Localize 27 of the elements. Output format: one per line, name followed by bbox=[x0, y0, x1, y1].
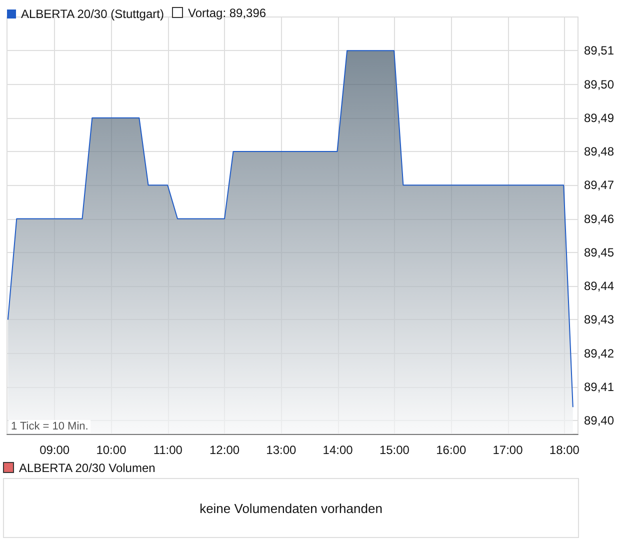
y-tick-label: 89,40 bbox=[584, 414, 614, 428]
y-tick-label: 89,51 bbox=[584, 44, 614, 58]
x-tick-label: 12:00 bbox=[210, 443, 240, 457]
y-tick-label: 89,42 bbox=[584, 346, 614, 360]
y-tick-label: 89,45 bbox=[584, 245, 614, 260]
x-tick-label: 17:00 bbox=[492, 443, 524, 457]
y-tick-label: 89,49 bbox=[584, 110, 614, 125]
y-tick-label: 89,46 bbox=[584, 212, 614, 226]
x-tick-label: 18:00 bbox=[549, 443, 580, 457]
y-tick-label: 89,47 bbox=[584, 178, 614, 192]
x-tick-label: 16:00 bbox=[436, 443, 466, 457]
x-tick-label: 13:00 bbox=[266, 443, 297, 457]
annotation: 1 Tick = 10 Min. bbox=[11, 420, 88, 432]
legend-label: ALBERTA 20/30 (Stuttgart) bbox=[21, 7, 164, 21]
x-tick-label: 11:00 bbox=[153, 443, 183, 457]
annotation: Vortag: 89,396 bbox=[188, 6, 266, 20]
text: ALBERTA 20/30 Volumen bbox=[19, 461, 156, 475]
y-tick-label: 89,48 bbox=[584, 144, 614, 159]
x-tick-label: 14:00 bbox=[322, 443, 354, 457]
text: keine Volumendaten vorhanden bbox=[3, 478, 579, 538]
x-tick-label: 10:00 bbox=[96, 443, 127, 457]
y-tick-label: 89,50 bbox=[584, 77, 614, 92]
y-tick-label: 89,43 bbox=[584, 312, 614, 327]
x-tick-label: 09:00 bbox=[40, 443, 70, 457]
x-tick-label: 15:00 bbox=[379, 443, 410, 457]
y-tick-label: 89,41 bbox=[584, 380, 614, 394]
y-tick-label: 89,44 bbox=[584, 279, 614, 294]
